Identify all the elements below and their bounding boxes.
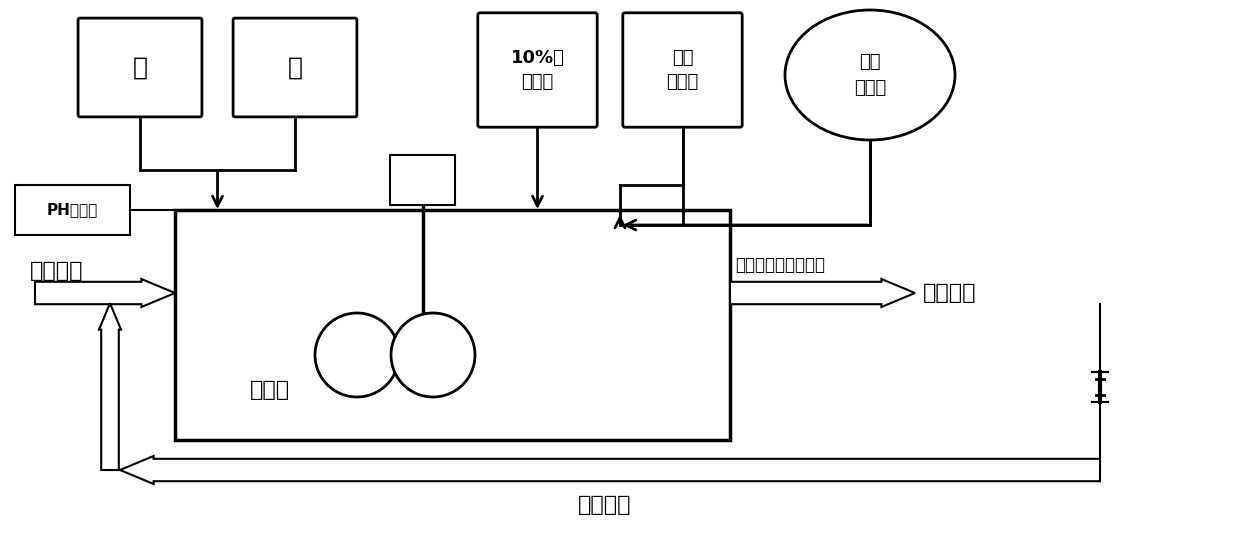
Circle shape — [315, 313, 399, 397]
FancyBboxPatch shape — [78, 18, 202, 117]
Text: 酸: 酸 — [133, 56, 148, 80]
Polygon shape — [35, 279, 175, 307]
Polygon shape — [730, 279, 915, 307]
Text: 熄焦废水: 熄焦废水 — [30, 261, 83, 281]
Polygon shape — [120, 456, 1100, 484]
FancyBboxPatch shape — [622, 13, 743, 127]
Text: 上清液达标用于熄焦: 上清液达标用于熄焦 — [735, 256, 825, 274]
Text: 聚丙
烯酰胺: 聚丙 烯酰胺 — [854, 54, 887, 96]
Ellipse shape — [785, 10, 955, 140]
Text: 碱: 碱 — [288, 56, 303, 80]
Text: 聚合
硫酸铁: 聚合 硫酸铁 — [666, 49, 698, 91]
Polygon shape — [99, 303, 122, 470]
Text: 反应槽: 反应槽 — [250, 380, 290, 400]
Text: PH计联动: PH计联动 — [47, 203, 98, 218]
Circle shape — [391, 313, 475, 397]
Text: 熄焦废水: 熄焦废水 — [578, 495, 631, 515]
Text: 熄焦工艺: 熄焦工艺 — [923, 283, 977, 303]
Text: 10%次
氯酸钠: 10%次 氯酸钠 — [511, 49, 564, 91]
Bar — [391, 155, 455, 205]
FancyBboxPatch shape — [477, 13, 598, 127]
FancyBboxPatch shape — [233, 18, 357, 117]
FancyBboxPatch shape — [15, 185, 130, 235]
Bar — [175, 210, 730, 440]
